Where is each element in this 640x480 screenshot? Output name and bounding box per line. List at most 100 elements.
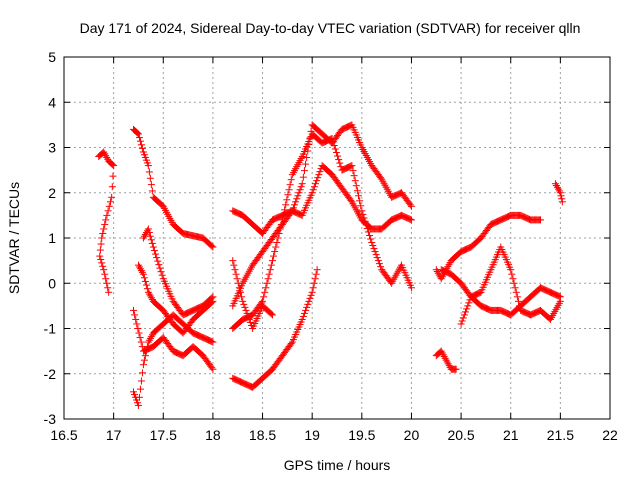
data-point-arc-i xyxy=(271,248,279,256)
data-point-arc-i xyxy=(276,225,284,233)
data-point-arc-i xyxy=(369,242,377,250)
data-point-arc-a xyxy=(99,229,107,237)
data-point-arc-a xyxy=(98,234,106,242)
data-point-arc-a xyxy=(108,183,116,191)
y-tick-label: -3 xyxy=(44,411,57,427)
data-point-arc-i xyxy=(385,276,393,284)
data-point-arc-o xyxy=(555,292,563,300)
data-point-arc-p xyxy=(552,182,560,190)
data-point-arc-k xyxy=(266,309,274,317)
data-point-arc-i xyxy=(363,224,371,232)
data-point-arc-j xyxy=(266,367,274,375)
data-point-arc-a xyxy=(97,255,105,263)
data-point-arc-f xyxy=(139,234,147,242)
data-point-arc-a xyxy=(103,211,111,219)
data-point-arc-h xyxy=(346,195,354,203)
data-point-arc-l xyxy=(438,349,446,357)
data-point-arc-k xyxy=(267,310,275,318)
data-point-arc-k xyxy=(245,315,253,323)
grid xyxy=(64,57,610,419)
data-point-arc-d xyxy=(133,320,141,328)
data-point-arc-f xyxy=(148,239,156,247)
data-point-arc-a xyxy=(96,246,104,254)
data-point-arc-j xyxy=(286,341,294,349)
data-point-arc-f xyxy=(158,271,166,279)
data-point-arc-a xyxy=(98,259,106,267)
data-point-arc-c xyxy=(147,333,155,341)
data-point-arc-h xyxy=(406,215,414,223)
data-point-arc-e xyxy=(147,294,155,302)
data-point-arc-n xyxy=(512,288,520,296)
data-point-arc-p xyxy=(554,185,562,193)
data-point-arc-i xyxy=(275,229,283,237)
data-point-arc-c xyxy=(133,399,141,407)
data-point-arc-e xyxy=(137,267,145,275)
y-tick-label: -1 xyxy=(44,321,57,337)
data-point-arc-i xyxy=(264,275,272,283)
data-point-arc-i xyxy=(336,159,344,167)
x-tick-label: 18 xyxy=(205,427,221,443)
x-tick-label: 18.5 xyxy=(249,427,276,443)
data-point-arc-j xyxy=(276,355,284,363)
data-point-arc-g xyxy=(295,189,303,197)
data-point-arc-l xyxy=(443,358,451,366)
data-point-arc-k xyxy=(243,309,251,317)
data-point-arc-i xyxy=(286,181,294,189)
data-point-arc-n xyxy=(457,320,465,328)
y-tick-label: -2 xyxy=(44,366,57,382)
data-point-arc-g xyxy=(266,219,274,227)
data-point-arc-i xyxy=(281,206,289,214)
data-point-arc-l xyxy=(445,362,453,370)
data-point-arc-a xyxy=(100,266,108,274)
data-point-arc-f xyxy=(150,247,158,255)
x-tick-label: 19 xyxy=(304,427,320,443)
data-point-arc-o xyxy=(455,277,463,285)
data-point-arc-f xyxy=(147,236,155,244)
data-point-arc-h xyxy=(310,183,318,191)
data-point-arc-e xyxy=(144,288,152,296)
data-point-arc-i xyxy=(267,261,275,269)
data-point-arc-p xyxy=(555,187,563,195)
data-point-arc-c xyxy=(135,393,143,401)
data-point-arc-g xyxy=(395,190,403,198)
data-point-arc-h xyxy=(314,174,322,182)
y-axis-ticks: -3 -2 -1 0 1 2 3 4 5 xyxy=(44,49,610,427)
data-point-arc-n xyxy=(459,314,467,322)
data-point-arc-i xyxy=(262,284,270,292)
data-point-arc-h xyxy=(336,181,344,189)
data-point-arc-j xyxy=(310,279,318,287)
data-point-arc-i xyxy=(265,270,273,278)
data-point-arc-h xyxy=(313,177,321,185)
data-point-arc-d xyxy=(157,336,165,344)
data-point-arc-e xyxy=(167,317,175,325)
data-point-arc-n xyxy=(465,299,473,307)
data-point-arc-n xyxy=(460,311,468,319)
data-point-arc-c xyxy=(208,338,216,346)
data-point-arc-d xyxy=(136,334,144,342)
y-tick-label: 2 xyxy=(48,185,56,201)
data-point-arc-g xyxy=(346,122,354,130)
data-point-arc-g xyxy=(276,212,284,220)
data-point-arc-a xyxy=(99,262,107,270)
data-point-arc-i xyxy=(371,248,379,256)
data-point-arc-a xyxy=(101,220,109,228)
data-point-arc-p xyxy=(553,183,561,191)
data-point-arc-f xyxy=(187,307,195,315)
data-point-arc-i xyxy=(272,243,280,251)
data-point-arc-j xyxy=(303,303,311,311)
data-point-arc-f xyxy=(155,261,163,269)
data-point-arc-b xyxy=(146,174,154,182)
data-point-arc-j xyxy=(236,378,244,386)
data-point-arc-i xyxy=(284,191,292,199)
data-point-arc-p xyxy=(556,189,564,197)
data-point-arc-m xyxy=(535,216,543,224)
data-point-arc-o xyxy=(544,287,552,295)
data-point-arc-d xyxy=(207,362,215,370)
data-point-arc-c xyxy=(137,377,145,385)
data-point-arc-g xyxy=(297,183,305,191)
data-point-arc-f xyxy=(168,295,176,303)
data-point-arc-j xyxy=(306,294,314,302)
data-point-arc-h xyxy=(256,251,264,259)
data-point-arc-k xyxy=(234,279,242,287)
data-point-arc-e xyxy=(134,261,142,269)
